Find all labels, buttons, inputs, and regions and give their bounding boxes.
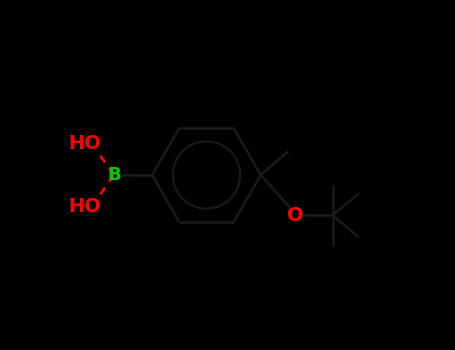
Text: HO: HO bbox=[68, 197, 101, 216]
Text: HO: HO bbox=[68, 134, 101, 153]
Text: O: O bbox=[288, 206, 304, 225]
Text: B: B bbox=[107, 166, 121, 184]
